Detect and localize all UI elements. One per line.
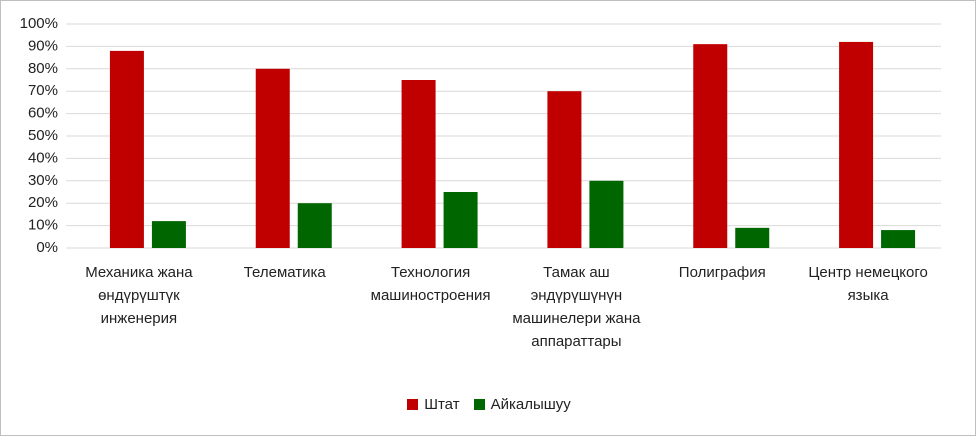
- y-tick-label: 0%: [36, 239, 58, 256]
- y-tick-label: 60%: [28, 105, 58, 122]
- legend-label: Штат: [424, 396, 460, 413]
- bar: [881, 230, 916, 248]
- legend-swatch: [473, 399, 485, 410]
- legend: Штат Айкалышуу: [1, 396, 975, 413]
- bar: [547, 91, 582, 248]
- legend-item: Айкалышуу: [473, 396, 571, 413]
- bar: [151, 221, 186, 248]
- x-tick-label: Механика жана өндүрүштүк инженерия: [85, 264, 193, 327]
- bar: [735, 227, 770, 248]
- x-tick-label: Полиграфия: [678, 264, 766, 281]
- bar: [693, 44, 728, 248]
- bar: [109, 50, 144, 248]
- x-tick-label: Центр немецкого языка: [808, 264, 928, 304]
- y-tick-label: 30%: [28, 172, 58, 189]
- legend-swatch: [407, 399, 419, 410]
- y-tick-label: 40%: [28, 149, 58, 166]
- y-tick-label: 20%: [28, 194, 58, 211]
- x-tick-label: Тамак аш эндүрүшүнүн машинелери жана апп…: [512, 264, 641, 350]
- bar: [255, 68, 290, 248]
- legend-label: Айкалышуу: [490, 396, 571, 413]
- bar: [839, 41, 874, 248]
- bar: [297, 203, 332, 248]
- bar: [443, 192, 478, 248]
- legend-item: Штат: [407, 396, 460, 413]
- y-tick-label: 10%: [28, 217, 58, 234]
- y-tick-label: 50%: [28, 127, 58, 144]
- bar: [589, 180, 624, 248]
- y-tick-label: 100%: [20, 15, 58, 32]
- x-tick-label: Технология машиностроения: [370, 264, 491, 304]
- y-tick-label: 90%: [28, 37, 58, 54]
- y-tick-label: 70%: [28, 82, 58, 99]
- y-tick-label: 80%: [28, 60, 58, 77]
- bar: [401, 80, 436, 248]
- x-tick-label: Телематика: [243, 264, 326, 281]
